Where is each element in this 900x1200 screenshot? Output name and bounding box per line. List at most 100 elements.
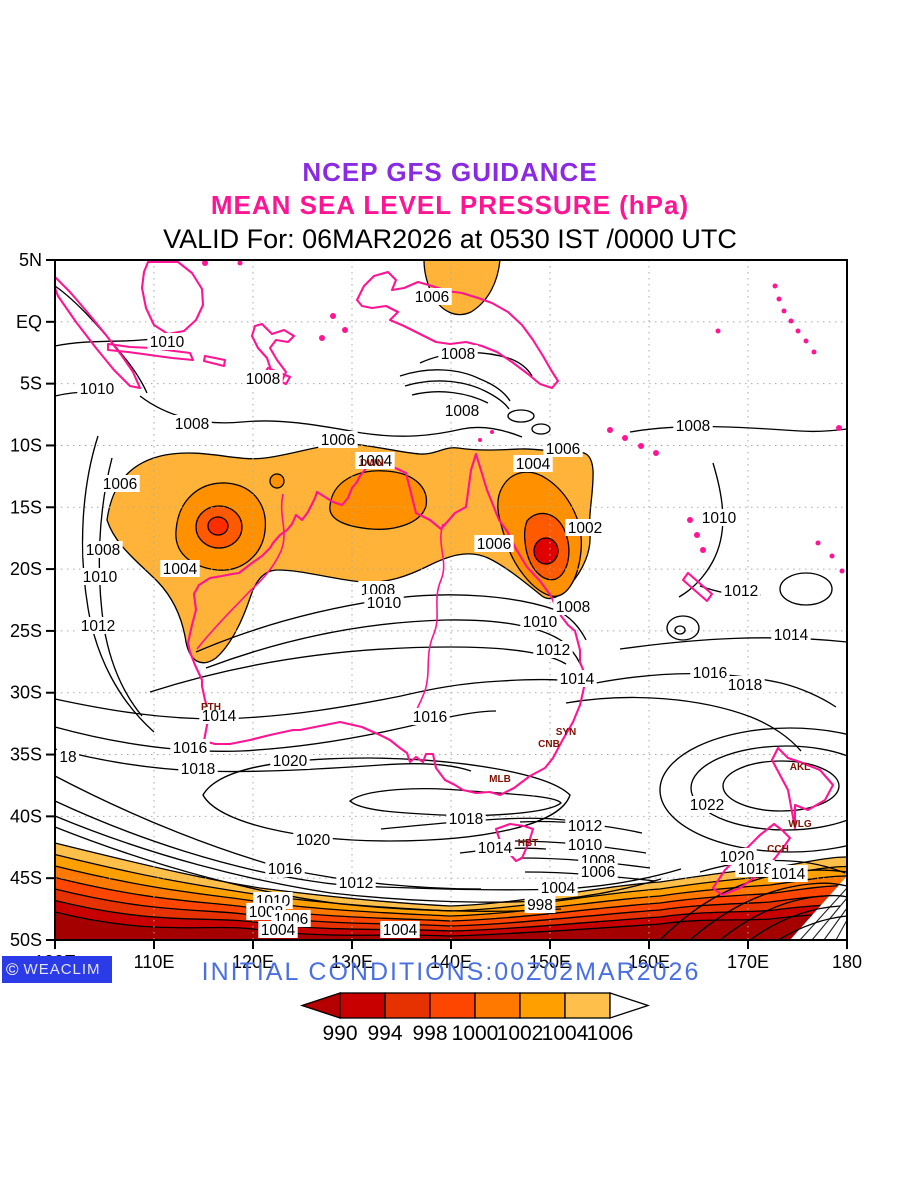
svg-text:110E: 110E [134, 952, 175, 972]
svg-text:998: 998 [527, 897, 553, 914]
copyright-icon: © [6, 960, 19, 979]
svg-text:1006: 1006 [546, 441, 580, 458]
svg-text:120E: 120E [232, 952, 274, 972]
valid-time-line: VALID For: 06MAR2026 at 0530 IST /0000 U… [163, 224, 737, 254]
svg-text:1006: 1006 [415, 289, 449, 306]
svg-text:50S: 50S [10, 930, 42, 950]
svg-text:1014: 1014 [774, 627, 809, 644]
svg-text:998: 998 [412, 1022, 447, 1045]
svg-text:1020: 1020 [296, 832, 331, 849]
svg-text:160E: 160E [628, 952, 670, 972]
svg-text:170E: 170E [727, 952, 769, 972]
svg-text:AKL: AKL [790, 762, 811, 773]
river-line-2 [196, 493, 285, 650]
svg-text:1018: 1018 [728, 677, 762, 694]
svg-text:1008: 1008 [86, 542, 120, 559]
svg-text:1008: 1008 [175, 416, 209, 433]
svg-text:1010: 1010 [702, 510, 737, 527]
svg-text:1016: 1016 [693, 665, 727, 682]
nz-north-island [770, 746, 835, 830]
svg-text:5N: 5N [19, 250, 42, 270]
new-guinea-coast [355, 270, 560, 390]
svg-text:990: 990 [322, 1022, 357, 1045]
svg-text:40S: 40S [10, 806, 42, 826]
svg-text:1012: 1012 [536, 642, 570, 659]
svg-text:1010: 1010 [523, 614, 558, 631]
isobar-contours [54, 285, 848, 941]
svg-text:1022: 1022 [690, 797, 724, 814]
java-coast [106, 342, 195, 362]
svg-text:PTH: PTH [201, 702, 221, 713]
svg-text:1012: 1012 [339, 875, 373, 892]
svg-text:EQ: EQ [16, 312, 42, 332]
river-line-1 [415, 523, 445, 712]
svg-text:MLB: MLB [489, 774, 511, 785]
svg-text:5S: 5S [20, 374, 42, 394]
svg-text:45S: 45S [10, 868, 42, 888]
svg-text:1016: 1016 [268, 861, 302, 878]
low-pressure-fills [106, 259, 594, 664]
sumatra-coast [53, 275, 142, 390]
initial-conditions-line: INITIAL CONDITIONS:00Z02MAR2026 [201, 958, 701, 986]
svg-text:1012: 1012 [724, 583, 758, 600]
svg-text:18: 18 [59, 749, 76, 766]
svg-text:1004: 1004 [542, 1022, 589, 1045]
svg-text:35S: 35S [10, 745, 42, 765]
svg-text:1016: 1016 [173, 740, 207, 757]
logo-text: WEACLIM [23, 961, 101, 978]
weaclim-badge: © WEACLIM [2, 956, 112, 983]
svg-text:1008: 1008 [445, 403, 479, 420]
svg-text:HBT: HBT [518, 838, 539, 849]
svg-text:1014: 1014 [478, 840, 513, 857]
svg-text:1010: 1010 [367, 595, 402, 612]
svg-text:1006: 1006 [477, 536, 511, 553]
svg-text:30S: 30S [10, 683, 42, 703]
svg-text:SYN: SYN [556, 727, 577, 738]
svg-text:1012: 1012 [568, 818, 602, 835]
svg-text:1006: 1006 [321, 432, 355, 449]
svg-text:1012: 1012 [81, 618, 115, 635]
svg-text:WLG: WLG [788, 819, 812, 830]
svg-text:15S: 15S [10, 497, 42, 517]
page-title: NCEP GFS GUIDANCE [302, 157, 598, 187]
sulawesi-coast [250, 322, 296, 383]
svg-text:1010: 1010 [80, 381, 115, 398]
svg-text:1008: 1008 [441, 346, 475, 363]
svg-text:1004: 1004 [163, 561, 198, 578]
svg-text:1014: 1014 [560, 671, 595, 688]
australia-coast [186, 452, 588, 797]
svg-text:1016: 1016 [413, 709, 447, 726]
svg-text:CNB: CNB [538, 739, 560, 750]
new-caledonia [681, 571, 714, 603]
svg-text:1000: 1000 [452, 1022, 499, 1045]
svg-text:1014: 1014 [771, 866, 806, 883]
svg-text:1002: 1002 [497, 1022, 544, 1045]
svg-text:130E: 130E [331, 952, 373, 972]
svg-text:1018: 1018 [738, 861, 772, 878]
svg-text:1018: 1018 [449, 811, 483, 828]
svg-text:1004: 1004 [516, 456, 551, 473]
svg-text:1004: 1004 [358, 453, 393, 470]
svg-text:1020: 1020 [273, 753, 308, 770]
svg-text:1008: 1008 [676, 418, 710, 435]
svg-text:1002: 1002 [568, 520, 602, 537]
svg-text:25S: 25S [10, 621, 42, 641]
svg-text:1008: 1008 [556, 599, 590, 616]
svg-text:1010: 1010 [150, 334, 185, 351]
svg-text:1006: 1006 [581, 864, 615, 881]
svg-text:1010: 1010 [568, 837, 603, 854]
svg-text:1006: 1006 [587, 1022, 634, 1045]
svg-text:20S: 20S [10, 559, 42, 579]
svg-text:10S: 10S [10, 435, 42, 455]
svg-text:994: 994 [367, 1022, 402, 1045]
svg-text:1008: 1008 [246, 371, 280, 388]
svg-text:1010: 1010 [83, 569, 118, 586]
axes: 5NEQ5S10S15S20S25S30S35S40S45S50S100E110… [10, 250, 862, 972]
svg-text:1004: 1004 [261, 922, 296, 939]
svg-text:150E: 150E [529, 952, 571, 972]
